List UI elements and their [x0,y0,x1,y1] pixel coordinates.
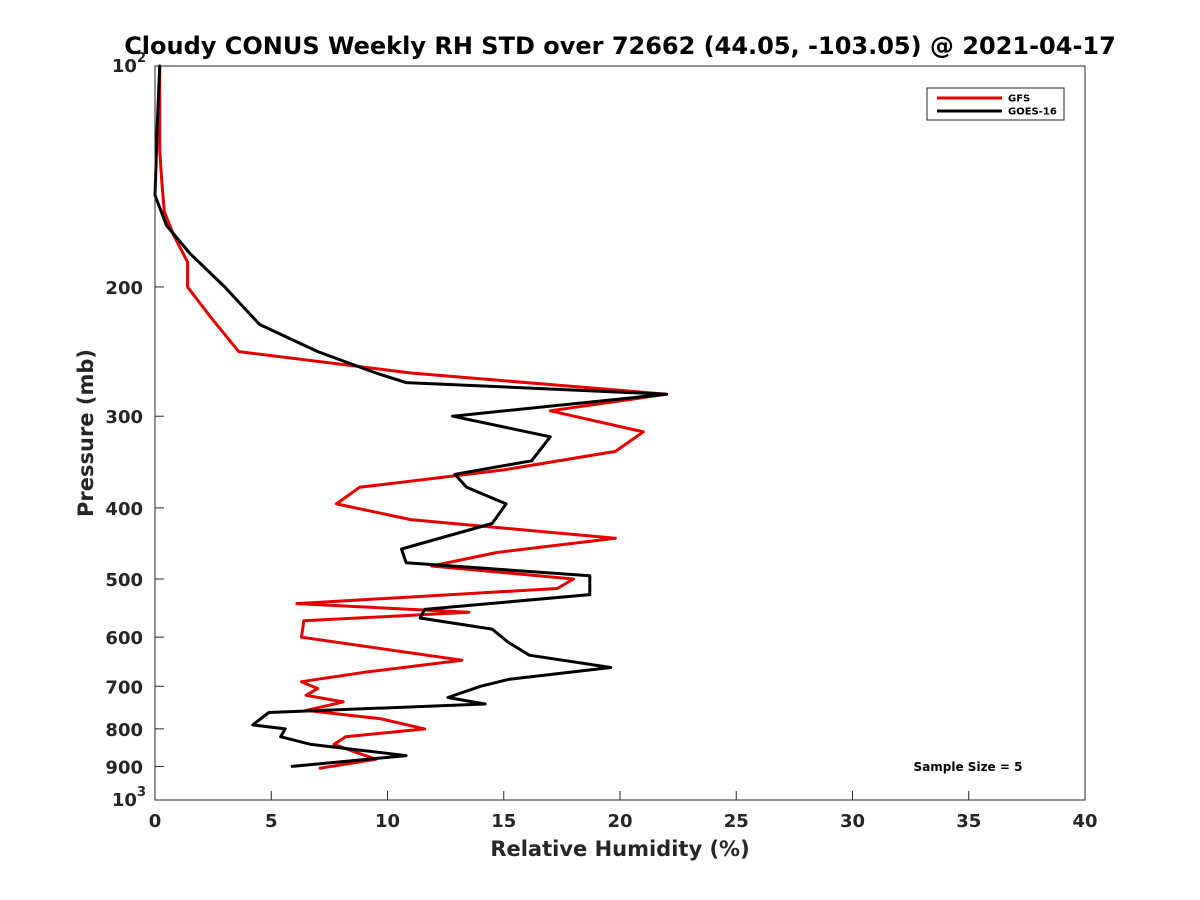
x-axis: 0 5 10 15 20 25 30 35 40 [149,791,1098,832]
legend: GFS GOES-16 [926,87,1065,121]
y-tick-label: 103 [112,785,146,811]
x-axis-label: Relative Humidity (%) [490,837,749,861]
y-tick-label: 300 [105,407,143,428]
series-line-gfs [158,64,668,770]
series-line-goes-16 [153,64,668,768]
y-axis-label: Pressure (mb) [74,349,98,517]
x-tick-label: 10 [375,811,400,832]
y-tick-label: 700 [105,677,143,698]
x-tick-label: 0 [149,811,162,832]
x-tick-label: 5 [265,811,278,832]
y-tick-label-exponent: 2 [137,51,146,66]
legend-label: GFS [1008,94,1030,105]
plot-frame [154,65,1086,801]
y-tick-label: 800 [105,720,143,741]
legend-box [926,87,1065,121]
y-tick-label: 200 [105,278,143,299]
x-tick-label: 30 [840,811,865,832]
y-tick-label: 400 [105,499,143,520]
y-tick-label-base: 10 [112,56,137,77]
chart-title: Cloudy CONUS Weekly RH STD over 72662 (4… [124,32,1116,60]
y-tick-label: 600 [105,628,143,649]
sample-size-annotation: Sample Size = 5 [914,760,1023,774]
legend-label: GOES-16 [1008,107,1057,118]
y-tick-label-base: 10 [112,790,137,811]
x-tick-label: 25 [724,811,749,832]
x-tick-label: 40 [1072,811,1097,832]
y-tick-label-exponent: 3 [137,785,146,800]
x-tick-label: 35 [956,811,981,832]
x-tick-label: 15 [491,811,516,832]
y-tick-label: 102 [112,51,146,77]
x-tick-label: 20 [607,811,632,832]
series-layer [153,64,668,770]
y-tick-label: 500 [105,570,143,591]
y-tick-label: 900 [105,757,143,778]
